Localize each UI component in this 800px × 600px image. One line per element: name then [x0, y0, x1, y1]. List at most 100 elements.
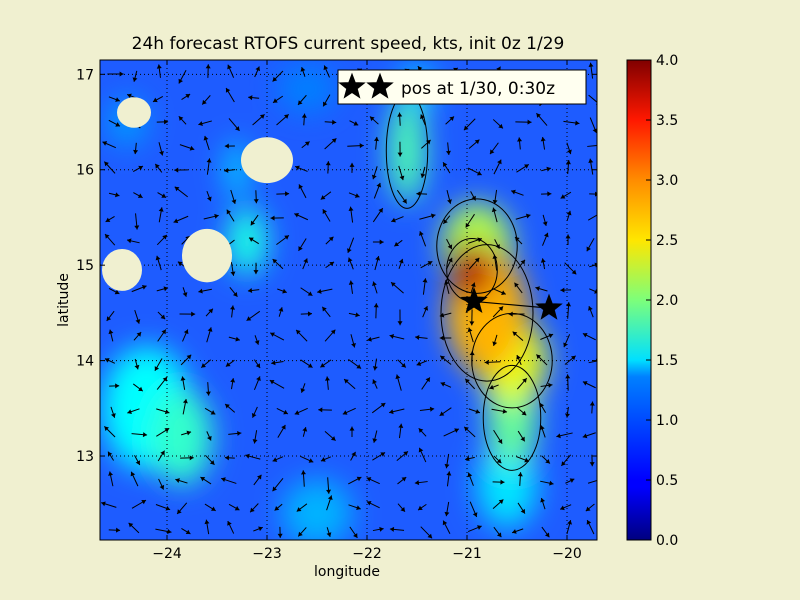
island [182, 228, 232, 283]
vector-arrowhead [544, 532, 550, 538]
vector-arrowhead [205, 391, 211, 396]
speed-patch [450, 241, 494, 299]
vector-arrowhead [180, 376, 186, 381]
vector-arrowhead [119, 71, 124, 77]
vector-arrowhead [517, 472, 523, 477]
vector-arrowhead [563, 342, 568, 348]
vector-arrowhead [401, 362, 406, 368]
vector-arrowhead [133, 149, 139, 155]
vector-arrowhead [444, 463, 450, 469]
vector-arrowhead [138, 165, 143, 171]
vector-arrowhead [491, 207, 497, 213]
vector-arrowhead [250, 507, 255, 513]
vector-arrowhead [154, 366, 160, 371]
vector-arrowhead [155, 255, 161, 261]
vector-arrowhead [301, 113, 307, 118]
vector-arrowhead [142, 432, 148, 438]
vector-arrowhead [234, 505, 240, 511]
vector-arrowhead [161, 329, 166, 335]
vector-arrowhead [272, 457, 278, 462]
vector-arrowhead [269, 380, 275, 385]
vector-arrowhead [237, 430, 242, 436]
vector-arrowhead [570, 355, 576, 361]
vector-arrowhead [152, 97, 158, 103]
vector-arrowhead [177, 509, 182, 514]
vector-arrowhead [589, 462, 595, 467]
vector-arrowhead [567, 149, 572, 155]
vector-arrowhead [167, 529, 172, 534]
vector-arrowhead [356, 476, 362, 482]
vector-arrowhead [235, 126, 240, 131]
contour-line [436, 198, 518, 294]
vector-arrowhead [330, 436, 336, 441]
legend-label: pos at 1/30, 0:30z [401, 79, 555, 99]
vector-arrowhead [348, 280, 354, 285]
vector-arrowhead [561, 461, 566, 466]
vector-arrowhead [389, 333, 395, 339]
vector-arrowhead [395, 374, 401, 380]
vector-arrowhead [391, 282, 396, 287]
vector-arrowhead [164, 119, 169, 125]
vector-arrowhead [575, 120, 580, 126]
vector-arrowhead [221, 477, 226, 483]
vector-arrowhead [585, 506, 591, 512]
vector-arrowhead [127, 409, 132, 415]
vector-arrowhead [419, 231, 424, 236]
vector-arrowhead [206, 196, 212, 202]
vector-arrowhead [136, 332, 142, 337]
vector-arrowhead [449, 116, 455, 122]
vector-arrowhead [467, 472, 473, 478]
vector-arrowhead [307, 363, 313, 368]
vector-arrowhead [230, 378, 236, 383]
vector-arrowhead [296, 507, 302, 512]
legend: pos at 1/30, 0:30z [337, 69, 587, 105]
vector-arrowhead [565, 234, 571, 239]
vector-arrowhead [439, 312, 445, 318]
vector-arrowhead [214, 213, 219, 219]
vector-arrowhead [565, 413, 570, 418]
vector-arrowhead [164, 409, 170, 415]
y-tick-label: 17 [76, 67, 94, 83]
current-vectors [101, 62, 597, 539]
vector-arrowhead [351, 342, 356, 348]
vector-arrowhead [489, 149, 495, 155]
vector-arrowhead [399, 175, 405, 181]
vector-arrowhead [367, 336, 372, 342]
vector-arrowhead [298, 246, 303, 251]
vector-arrowhead [492, 254, 498, 259]
vector-arrowhead [210, 410, 216, 415]
vector-arrowhead [502, 408, 508, 414]
vector-arrowhead [246, 316, 252, 321]
vector-arrowhead [492, 199, 498, 205]
vector-arrowhead [443, 219, 448, 224]
x-tick-label: −22 [352, 546, 382, 562]
vector-arrowhead [247, 288, 253, 293]
vector-arrowhead [202, 99, 207, 105]
vector-arrowhead [135, 319, 141, 324]
vector-arrowhead [224, 455, 230, 461]
vector-arrowhead [397, 152, 403, 157]
vector-arrow [588, 360, 597, 364]
vector-arrowhead [185, 529, 191, 534]
vector-arrowhead [183, 329, 189, 335]
vector-arrowhead [250, 220, 256, 226]
vector-arrowhead [230, 271, 236, 276]
vector-arrowhead [498, 499, 504, 505]
vector-arrowhead [205, 64, 211, 69]
vector-arrowhead [186, 354, 192, 360]
vector-arrowhead [511, 189, 516, 195]
vector-arrowhead [448, 257, 453, 263]
vector-arrowhead [443, 162, 448, 168]
vector-arrowhead [525, 213, 531, 219]
vector-arrowhead [272, 259, 278, 264]
vector-arrowhead [586, 246, 591, 252]
vector-arrowhead [536, 354, 542, 360]
vector-arrowhead [127, 238, 132, 244]
vector-arrowhead [253, 270, 259, 275]
position-star-icon [535, 293, 563, 320]
vector-arrowhead [442, 520, 448, 526]
vector-arrowhead [371, 174, 377, 180]
vector-arrowhead [232, 292, 238, 297]
vector-arrowhead [516, 355, 521, 360]
